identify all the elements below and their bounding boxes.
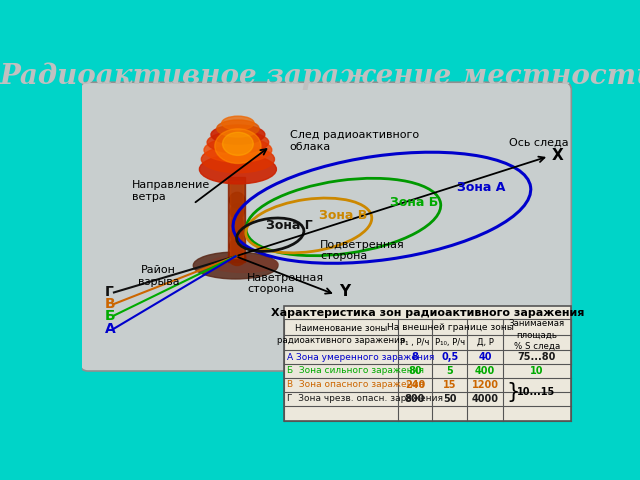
Ellipse shape bbox=[223, 132, 253, 156]
Ellipse shape bbox=[204, 138, 272, 162]
Ellipse shape bbox=[209, 255, 278, 273]
Text: X: X bbox=[551, 148, 563, 163]
Bar bbox=[230, 181, 243, 258]
Text: Наименование зоны
радиоактивного заражения: Наименование зоны радиоактивного заражен… bbox=[277, 324, 405, 345]
Text: На внешней границе зоны: На внешней границе зоны bbox=[387, 323, 514, 332]
Text: 75...80: 75...80 bbox=[518, 352, 556, 362]
Text: 240: 240 bbox=[405, 380, 425, 390]
Text: 80: 80 bbox=[408, 366, 422, 376]
Text: А Зона умеренного заражения: А Зона умеренного заражения bbox=[287, 353, 435, 361]
Text: Р₁₀, Р/ч: Р₁₀, Р/ч bbox=[435, 338, 465, 347]
Text: 50: 50 bbox=[443, 394, 456, 404]
Ellipse shape bbox=[207, 132, 269, 153]
Ellipse shape bbox=[193, 252, 278, 279]
Text: 40: 40 bbox=[478, 352, 492, 362]
Text: }: } bbox=[507, 382, 520, 402]
Ellipse shape bbox=[231, 216, 243, 231]
Ellipse shape bbox=[200, 155, 276, 184]
Ellipse shape bbox=[230, 204, 244, 219]
Text: 1200: 1200 bbox=[472, 380, 499, 390]
Text: 400: 400 bbox=[475, 366, 495, 376]
Text: Радиоактивное заражение местности: Радиоактивное заражение местности bbox=[0, 62, 640, 90]
Ellipse shape bbox=[215, 129, 261, 164]
Bar bbox=[228, 177, 245, 262]
Ellipse shape bbox=[211, 125, 265, 144]
Ellipse shape bbox=[228, 250, 246, 265]
Text: Д, Р: Д, Р bbox=[477, 338, 493, 347]
Text: 15: 15 bbox=[443, 380, 456, 390]
Text: 0,5: 0,5 bbox=[441, 352, 458, 362]
Ellipse shape bbox=[230, 192, 245, 208]
Text: Р₁ , Р/ч: Р₁ , Р/ч bbox=[401, 338, 429, 347]
Text: Занимаемая
площадь
% S следа: Занимаемая площадь % S следа bbox=[509, 319, 564, 350]
Text: 4000: 4000 bbox=[472, 394, 499, 404]
Text: Зона А: Зона А bbox=[458, 181, 506, 194]
Text: В  Зона опасного заражения: В Зона опасного заражения bbox=[287, 380, 424, 389]
FancyBboxPatch shape bbox=[284, 306, 570, 421]
Text: Зона Б: Зона Б bbox=[390, 196, 438, 209]
Text: Район
взрыва: Район взрыва bbox=[138, 265, 179, 287]
Ellipse shape bbox=[221, 116, 254, 130]
Text: Б: Б bbox=[105, 309, 115, 323]
Text: Характеристика зон радиоактивного заражения: Характеристика зон радиоактивного зараже… bbox=[271, 308, 584, 318]
Text: Направление
ветра: Направление ветра bbox=[132, 180, 210, 202]
Text: Подветренная
сторона: Подветренная сторона bbox=[320, 240, 405, 261]
Ellipse shape bbox=[217, 120, 259, 137]
Text: 5: 5 bbox=[446, 366, 453, 376]
Text: Б  Зона сильного заражения: Б Зона сильного заражения bbox=[287, 367, 424, 375]
Ellipse shape bbox=[202, 146, 275, 173]
Text: А: А bbox=[105, 322, 115, 336]
Text: 800: 800 bbox=[405, 394, 425, 404]
Text: След радиоактивного
облака: След радиоактивного облака bbox=[289, 131, 419, 152]
Ellipse shape bbox=[230, 239, 245, 254]
Text: В: В bbox=[105, 297, 115, 311]
FancyBboxPatch shape bbox=[80, 82, 572, 371]
Text: Зона Г: Зона Г bbox=[266, 218, 313, 231]
Text: 10: 10 bbox=[530, 366, 543, 376]
Text: Г  Зона чрезв. опасн. заражения: Г Зона чрезв. опасн. заражения bbox=[287, 394, 443, 403]
Text: Y: Y bbox=[340, 284, 351, 300]
Text: Г: Г bbox=[105, 286, 113, 300]
Text: 10...15: 10...15 bbox=[516, 387, 555, 397]
Text: Зона В: Зона В bbox=[319, 209, 367, 222]
Text: 8: 8 bbox=[412, 352, 419, 362]
Ellipse shape bbox=[230, 227, 244, 242]
Text: Ось следа: Ось следа bbox=[509, 138, 568, 148]
Text: Наветренная
сторона: Наветренная сторона bbox=[247, 273, 324, 294]
